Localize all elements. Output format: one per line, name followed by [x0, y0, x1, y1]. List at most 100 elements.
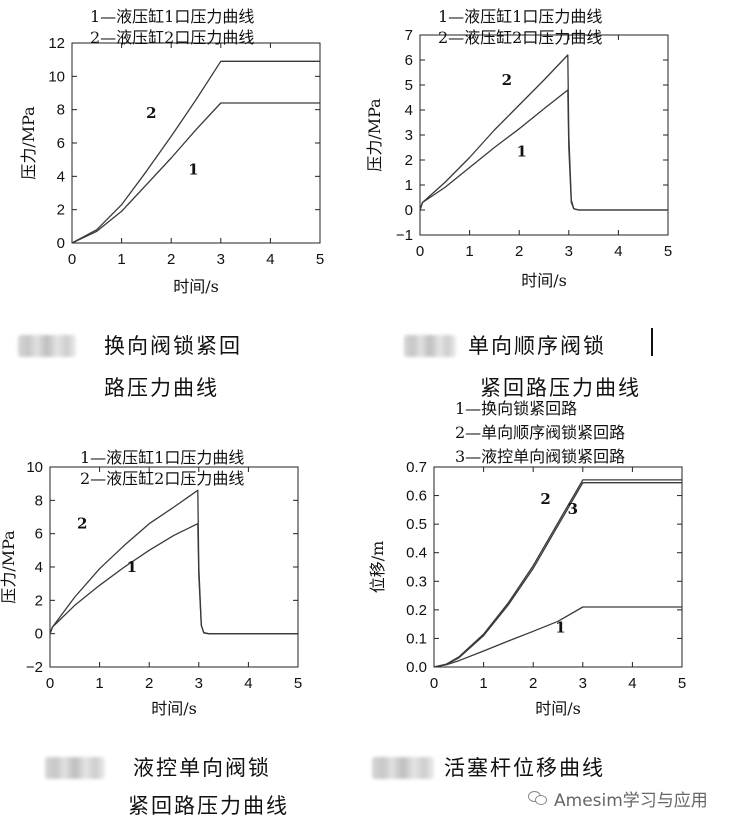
- chart-4-y-tick-label: 0.0: [406, 659, 427, 676]
- chart-4-y-tick-label: 0.1: [406, 630, 427, 647]
- chart-4-svg: 0 1 2 3 4 50.00.10.20.30.40.50.60.7时间/s位移/m1—…: [368, 399, 686, 718]
- chart-2-y-tick-label: −1: [396, 227, 413, 244]
- caption-4-blur: [372, 757, 434, 779]
- chart-4-x-tick-label: 0: [430, 675, 438, 692]
- caption-3-line-2: 紧回路压力曲线: [128, 794, 289, 818]
- chart-3-y-tick-label: 0: [35, 626, 43, 643]
- chart-panel-3: 0 1 2 3 4 5 −2 0 2 4 6 8 10 时间/s 压力/MPa 1—液压缸1口压力曲线 2—液压…: [0, 0, 360, 740]
- caption-1-line-2: 路压力曲线: [104, 376, 219, 400]
- chart-4-y-tick-label: 0.2: [406, 602, 427, 619]
- chart-3-series-2-line: [49, 489, 298, 635]
- chart-2-series-label-2: 2: [502, 71, 512, 89]
- chart-3-x-tick-label: 4: [244, 675, 252, 692]
- chart-3-y-axis-label: 压力/MPa: [0, 530, 18, 604]
- chart-3-y-tick-label: −2: [26, 659, 43, 676]
- chart-4-x-tick-label: 5: [678, 675, 686, 692]
- chart-4-plot-frame: [433, 466, 683, 668]
- chart-3-series-label-1: 1: [127, 558, 137, 576]
- chart-4-x-tick-label: 4: [628, 675, 636, 692]
- chart-1-y-tick-label: 12: [48, 35, 65, 52]
- chart-panel-4: 0 1 2 3 4 5 0.0 0.1 0.2 0.3 0.4 0.5 0.6 0.7 时间/s 位移/m 1—…: [368, 399, 686, 718]
- chart-1-y-tick-label: 0: [57, 235, 65, 252]
- chart-3-x-tick-label: 2: [145, 675, 153, 692]
- chart-1-series-2-line: [71, 60, 320, 244]
- chart-3-y-tick-label: 2: [35, 592, 43, 609]
- chart-2-y-tick-label: 3: [405, 127, 413, 144]
- chart-2-y-tick-label: 7: [405, 27, 413, 44]
- chart-2-x-tick-label: 3: [565, 243, 573, 260]
- chart-2-y-tick-label: 6: [405, 52, 413, 69]
- chart-4-series-label-3: 3: [568, 500, 578, 518]
- chart-3-legend-entry-2: 2—液压缸2口压力曲线: [80, 469, 244, 488]
- chart-4-series-label-1: 1: [555, 619, 565, 637]
- chart-2-y-axis-label: 压力/MPa: [365, 98, 384, 172]
- chart-4-legend-entry-2: 2—单向顺序阀锁紧回路: [455, 423, 625, 442]
- chart-1-legend-entry-2: 2—液压缸2口压力曲线: [90, 28, 254, 47]
- chart-4-x-tick-label: 2: [529, 675, 537, 692]
- chart-2-x-axis-label: 时间/s: [521, 271, 567, 290]
- chart-3-x-tick-label: 1: [95, 675, 103, 692]
- chart-2-legend-entry-1: 1—液压缸1口压力曲线: [438, 7, 602, 26]
- chart-2-y-tick-label: 5: [405, 77, 413, 94]
- chart-4-y-tick-label: 0.4: [406, 545, 427, 562]
- chart-1-x-axis-label: 时间/s: [173, 277, 219, 296]
- chart-4-y-tick-label: 0.6: [406, 488, 427, 505]
- chart-1-series-label-2: 2: [146, 104, 156, 122]
- chart-1-y-axis-label: 压力/MPa: [19, 106, 38, 180]
- chart-4-series-label-2: 2: [540, 490, 550, 508]
- caption-1-blur: [18, 335, 76, 357]
- chart-1-x-tick-label: 0: [68, 251, 76, 268]
- chart-1-y-tick-label: 4: [57, 168, 65, 185]
- chart-3-x-tick-label: 3: [195, 675, 203, 692]
- caption-4-line-1: 活塞杆位移曲线: [444, 756, 605, 780]
- chart-1-svg: 0 1 2 3 4 5024681012时间/s压力/MPa1—液压缸1口压力曲线2—液压…: [19, 7, 324, 296]
- chart-3-y-tick-label: 6: [35, 526, 43, 543]
- chart-4-legend-entry-3: 3—液控单向阀锁紧回路: [455, 447, 625, 466]
- chart-1-series-1-line: [71, 102, 320, 244]
- chart-2-series-2-line: [419, 54, 668, 211]
- text-caret: [651, 328, 653, 356]
- chart-4-series-2-line: [433, 479, 682, 668]
- chart-3-x-axis-label: 时间/s: [151, 699, 197, 718]
- chart-2-x-tick-label: 2: [515, 243, 523, 260]
- chart-3-y-tick-label: 8: [35, 492, 43, 509]
- chart-2-x-tick-label: 4: [614, 243, 622, 260]
- chart-4-x-tick-label: 1: [479, 675, 487, 692]
- chart-2-y-tick-label: 4: [405, 102, 413, 119]
- chart-panel-2: 0 1 2 3 4 5 −1 0 1 2 3 4 5 6 7 时间/s 压力/MPa 1—液压缸1口压力曲线 2—液…: [0, 0, 742, 310]
- chart-3-x-tick-label: 5: [294, 675, 302, 692]
- chart-4-legend-entry-1: 1—换向锁紧回路: [455, 399, 577, 418]
- chart-1-x-tick-label: 2: [167, 251, 175, 268]
- chart-3-series-label-2: 2: [77, 515, 87, 533]
- caption-3-blur: [45, 757, 105, 779]
- chart-3-legend-entry-1: 1—液压缸1口压力曲线: [80, 448, 244, 467]
- wechat-icon: [528, 790, 548, 806]
- chart-2-series-label-1: 1: [516, 142, 526, 160]
- chart-1-x-tick-label: 5: [316, 251, 324, 268]
- chart-2-x-tick-label: 1: [465, 243, 473, 260]
- chart-4-y-tick-label: 0.5: [406, 516, 427, 533]
- caption-2-line-1: 单向顺序阀锁: [468, 334, 606, 358]
- chart-4-x-axis-label: 时间/s: [535, 699, 581, 718]
- chart-1-y-tick-label: 6: [57, 135, 65, 152]
- caption-1-line-1: 换向阀锁紧回: [104, 334, 242, 358]
- chart-2-x-tick-label: 0: [416, 243, 424, 260]
- chart-4-series-1-line: [433, 606, 682, 668]
- chart-1-x-tick-label: 4: [266, 251, 274, 268]
- chart-1-y-tick-label: 2: [57, 202, 65, 219]
- chart-1-y-tick-label: 8: [57, 102, 65, 119]
- chart-4-series-3-line: [433, 482, 682, 668]
- caption-2-blur: [404, 335, 456, 357]
- chart-1-x-tick-label: 1: [117, 251, 125, 268]
- chart-4-x-tick-label: 3: [579, 675, 587, 692]
- chart-1-legend-entry-1: 1—液压缸1口压力曲线: [90, 7, 254, 26]
- caption-3-line-1: 液控单向阀锁: [133, 756, 271, 780]
- chart-2-y-tick-label: 1: [405, 177, 413, 194]
- chart-1-x-tick-label: 3: [217, 251, 225, 268]
- chart-panel-1: 0 1 2 3 4 5 0 2 4 6 8 10 12 时间/s 压力/MPa 1—液压缸1口压力曲线 2—液压…: [0, 0, 360, 310]
- chart-2-y-tick-label: 0: [405, 202, 413, 219]
- chart-2-y-tick-label: 2: [405, 152, 413, 169]
- chart-2-x-tick-label: 5: [664, 243, 672, 260]
- chart-1-y-tick-label: 10: [48, 68, 65, 85]
- chart-1-series-label-1: 1: [188, 161, 198, 179]
